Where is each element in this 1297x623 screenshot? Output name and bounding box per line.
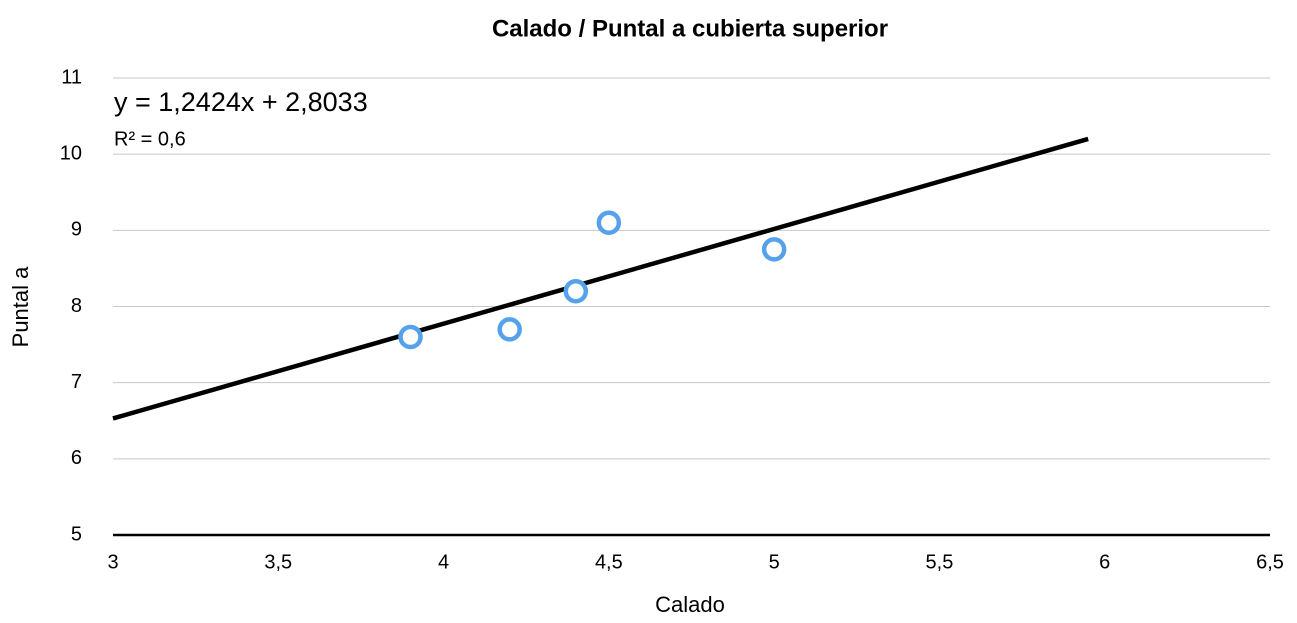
y-tick-label: 10 [60, 142, 82, 164]
r-squared: R² = 0,6 [114, 128, 186, 150]
trend-equation: y = 1,2424x + 2,8033 [114, 87, 368, 117]
x-tick-label: 4 [438, 551, 449, 573]
x-tick-label: 3,5 [264, 551, 292, 573]
x-tick-label: 5,5 [926, 551, 954, 573]
scatter-point [761, 237, 787, 262]
scatter-point [563, 279, 589, 304]
y-tick-label: 11 [61, 66, 82, 88]
scatter-point [497, 317, 522, 342]
y-tick-label: 6 [71, 447, 82, 469]
x-tick-label: 6,5 [1256, 551, 1284, 573]
chart-title: Calado / Puntal a cubierta superior [492, 15, 888, 42]
scatter-point [596, 210, 622, 235]
y-axis-label: Puntal a [8, 266, 33, 347]
x-tick-label: 4,5 [595, 551, 623, 573]
scatter-point [398, 324, 423, 350]
y-tick-label: 5 [71, 523, 82, 545]
y-tick-label: 9 [71, 219, 82, 241]
trendline [112, 136, 1089, 421]
x-tick-label: 5 [769, 551, 780, 573]
x-axis-label: Calado [655, 592, 725, 617]
x-tick-label: 6 [1099, 551, 1110, 573]
x-tick-label: 3 [107, 551, 118, 573]
y-tick-label: 8 [71, 295, 82, 317]
y-tick-label: 7 [71, 371, 82, 393]
